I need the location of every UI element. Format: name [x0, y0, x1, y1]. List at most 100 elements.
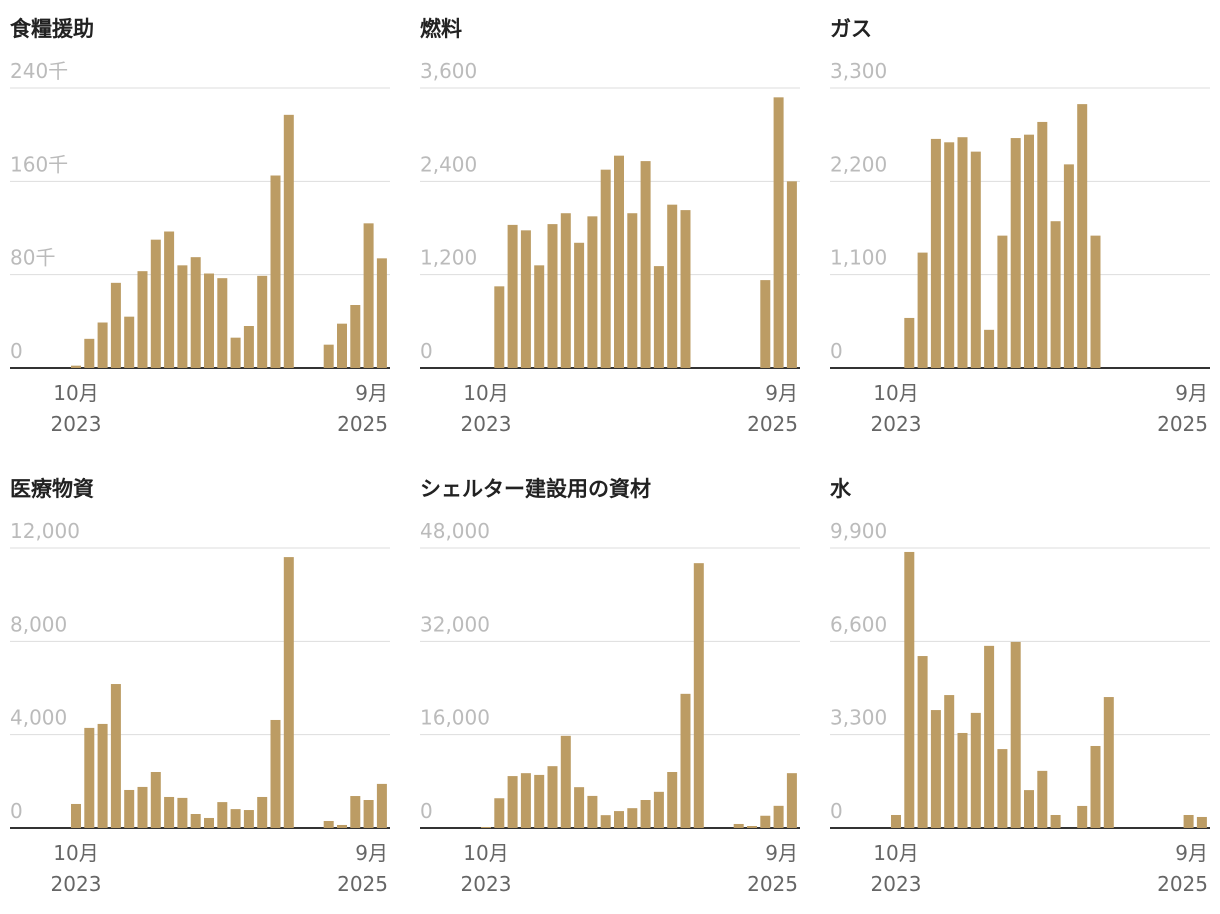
- bar: [350, 305, 361, 368]
- bar: [507, 224, 518, 368]
- x-tick-year: 2023: [461, 872, 512, 896]
- x-tick-year: 2023: [51, 872, 102, 896]
- bar: [363, 800, 374, 828]
- bar: [904, 551, 915, 828]
- bar: [270, 719, 281, 828]
- bar: [640, 161, 651, 368]
- bar: [150, 772, 161, 828]
- bar: [350, 796, 361, 828]
- bar: [164, 796, 175, 828]
- x-tick-year: 2025: [337, 872, 388, 896]
- x-tick-label: 10月: [463, 381, 508, 405]
- bar: [1024, 134, 1034, 368]
- bar: [587, 795, 598, 828]
- bar: [363, 223, 374, 368]
- x-tick-year: 2025: [337, 412, 388, 436]
- bar: [1050, 221, 1061, 368]
- chart-title: 医療物資: [10, 477, 94, 501]
- bar: [217, 278, 228, 368]
- bar: [1103, 697, 1114, 828]
- bar: [680, 693, 691, 828]
- bar: [257, 796, 268, 828]
- bar: [614, 155, 624, 368]
- bar: [560, 213, 571, 368]
- bar: [786, 773, 797, 828]
- bar: [627, 213, 638, 368]
- bar: [337, 323, 347, 368]
- y-tick-label: 12,000: [10, 519, 80, 543]
- bar: [984, 645, 995, 828]
- x-tick-label: 9月: [1175, 381, 1208, 405]
- chart-title: シェルター建設用の資材: [420, 477, 651, 501]
- y-tick-label: 6,600: [830, 612, 887, 636]
- bar: [640, 800, 651, 828]
- bar: [270, 175, 281, 368]
- y-tick-label: 3,300: [830, 59, 887, 83]
- bar: [680, 210, 691, 368]
- bar: [283, 557, 294, 828]
- bar: [574, 242, 585, 368]
- bar: [917, 252, 928, 368]
- y-tick-label: 80千: [10, 246, 55, 270]
- bar: [957, 137, 968, 368]
- y-tick-label: 0: [10, 799, 23, 823]
- bar: [930, 710, 941, 828]
- x-tick-label: 9月: [355, 841, 388, 865]
- bar: [970, 712, 981, 828]
- bar: [1037, 770, 1048, 828]
- bar: [944, 695, 955, 828]
- bar: [230, 809, 241, 828]
- bar: [930, 138, 941, 368]
- bar: [323, 821, 334, 828]
- bar: [243, 326, 254, 368]
- bar: [71, 365, 81, 368]
- bar: [1010, 138, 1021, 368]
- x-tick-year: 2025: [1157, 872, 1208, 896]
- y-tick-label: 16,000: [420, 706, 490, 730]
- bar: [1010, 641, 1021, 828]
- bar: [693, 563, 704, 828]
- bar: [944, 142, 955, 368]
- y-tick-label: 0: [420, 339, 433, 363]
- bar: [760, 280, 771, 368]
- bar: [71, 803, 81, 828]
- bar: [917, 656, 928, 828]
- bar: [1090, 235, 1101, 368]
- bar: [520, 230, 531, 368]
- chart-title: 燃料: [420, 17, 462, 41]
- bar: [190, 257, 201, 368]
- y-tick-label: 9,900: [830, 519, 887, 543]
- y-tick-label: 32,000: [420, 612, 490, 636]
- y-tick-label: 2,400: [420, 152, 477, 176]
- bar: [970, 151, 981, 368]
- chart-title: 水: [830, 477, 852, 501]
- bar: [733, 823, 744, 828]
- bar: [204, 273, 214, 368]
- bar: [204, 817, 214, 828]
- bar: [230, 337, 241, 368]
- y-tick-label: 0: [420, 799, 433, 823]
- y-tick-label: 0: [10, 339, 23, 363]
- bar: [507, 776, 518, 828]
- bar: [760, 815, 771, 828]
- chart-title: ガス: [830, 17, 872, 41]
- bar: [997, 749, 1008, 828]
- bar: [786, 181, 797, 368]
- x-tick-year: 2023: [51, 412, 102, 436]
- bar: [257, 275, 268, 368]
- y-tick-label: 2,200: [830, 152, 887, 176]
- bar: [600, 815, 611, 828]
- y-tick-label: 48,000: [420, 519, 490, 543]
- bar: [1024, 790, 1034, 828]
- bar: [97, 322, 108, 368]
- bar: [337, 824, 347, 828]
- bar: [534, 774, 545, 828]
- bar: [1196, 816, 1207, 828]
- y-tick-label: 160千: [10, 152, 68, 176]
- y-tick-label: 3,600: [420, 59, 477, 83]
- bar: [110, 282, 121, 368]
- bar: [653, 791, 664, 828]
- x-tick-label: 10月: [873, 841, 918, 865]
